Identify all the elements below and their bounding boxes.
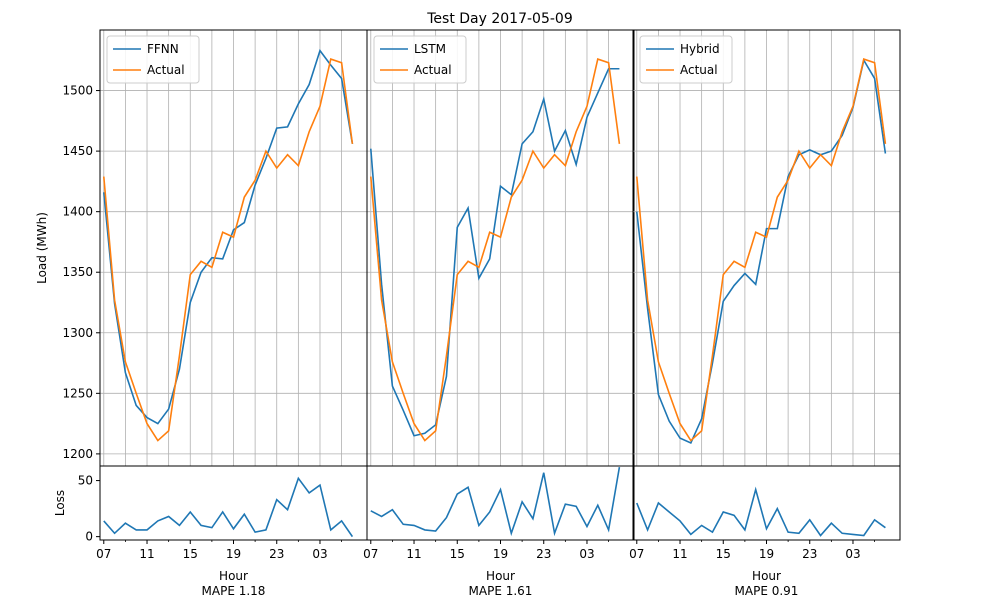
panel-1: 07 11 15 19 23 03 1200 1250 1300 1350 1400 1450 1500…	[62, 29, 368, 598]
legend-label-model: Hybrid	[680, 42, 720, 56]
y-axis-label-loss: Loss	[53, 490, 67, 516]
legend-box	[373, 35, 467, 84]
series-line-actual	[369, 58, 621, 442]
x-tick-label: 07	[363, 547, 378, 561]
loss-line	[636, 486, 886, 537]
x-tick-label: 15	[716, 547, 731, 561]
mape-label: MAPE 1.18	[202, 584, 266, 598]
series-line-actual	[635, 58, 887, 442]
series-line-ffnn	[102, 48, 354, 425]
legend-label-model: FFNN	[147, 42, 179, 56]
x-tick-label: 23	[536, 547, 551, 561]
legend-box	[639, 35, 733, 84]
series-line-hybrid	[635, 58, 887, 445]
figure-title: Test Day 2017-05-09	[426, 11, 572, 27]
x-tick-label: 03	[312, 547, 327, 561]
x-tick-label: 03	[845, 547, 860, 561]
legend-label-actual: Actual	[680, 63, 718, 77]
loss-line	[370, 466, 621, 537]
y-tick-label: 1250	[62, 386, 93, 400]
mape-label: MAPE 0.91	[735, 584, 799, 598]
series-line-lstm	[369, 67, 620, 437]
x-tick-label: 15	[450, 547, 465, 561]
legend: FFNN Actual	[106, 35, 200, 84]
mape-label: MAPE 1.61	[469, 584, 533, 598]
grid-lines	[100, 30, 367, 466]
y-tick-label: 1450	[62, 144, 93, 158]
grid-lines	[633, 30, 900, 466]
legend: Hybrid Actual	[639, 35, 733, 84]
y-tick-label-loss: 0	[85, 530, 93, 544]
y-axis-label-load: Load (MWh)	[35, 212, 49, 284]
x-axis-label: Hour	[486, 569, 515, 583]
x-axis-label: Hour	[219, 569, 248, 583]
series-line-actual	[102, 58, 354, 442]
grid-lines	[367, 30, 634, 466]
loss-plot-frame	[366, 465, 635, 541]
y-tick-label: 1400	[62, 205, 93, 219]
x-tick-label: 11	[672, 547, 687, 561]
x-tick-label: 23	[269, 547, 284, 561]
y-tick-label: 1500	[62, 84, 93, 98]
x-tick-label: 23	[802, 547, 817, 561]
y-tick-label-loss: 50	[78, 474, 93, 488]
x-tick-label: 19	[226, 547, 241, 561]
x-tick-label: 11	[139, 547, 154, 561]
y-tick-label: 1300	[62, 326, 93, 340]
x-tick-label: 19	[493, 547, 508, 561]
loss-line	[103, 476, 354, 538]
x-tick-label: 07	[96, 547, 111, 561]
y-tick-label: 1200	[62, 447, 93, 461]
legend-label-actual: Actual	[147, 63, 185, 77]
legend-label-actual: Actual	[414, 63, 452, 77]
y-tick-label: 1350	[62, 265, 93, 279]
x-tick-label: 07	[629, 547, 644, 561]
legend-box	[106, 35, 200, 84]
x-axis-label: Hour	[752, 569, 781, 583]
x-tick-label: 15	[183, 547, 198, 561]
legend-label-model: LSTM	[414, 42, 446, 56]
x-tick-label: 03	[579, 547, 594, 561]
x-tick-label: 11	[406, 547, 421, 561]
legend: LSTM Actual	[373, 35, 467, 84]
x-tick-label: 19	[759, 547, 774, 561]
